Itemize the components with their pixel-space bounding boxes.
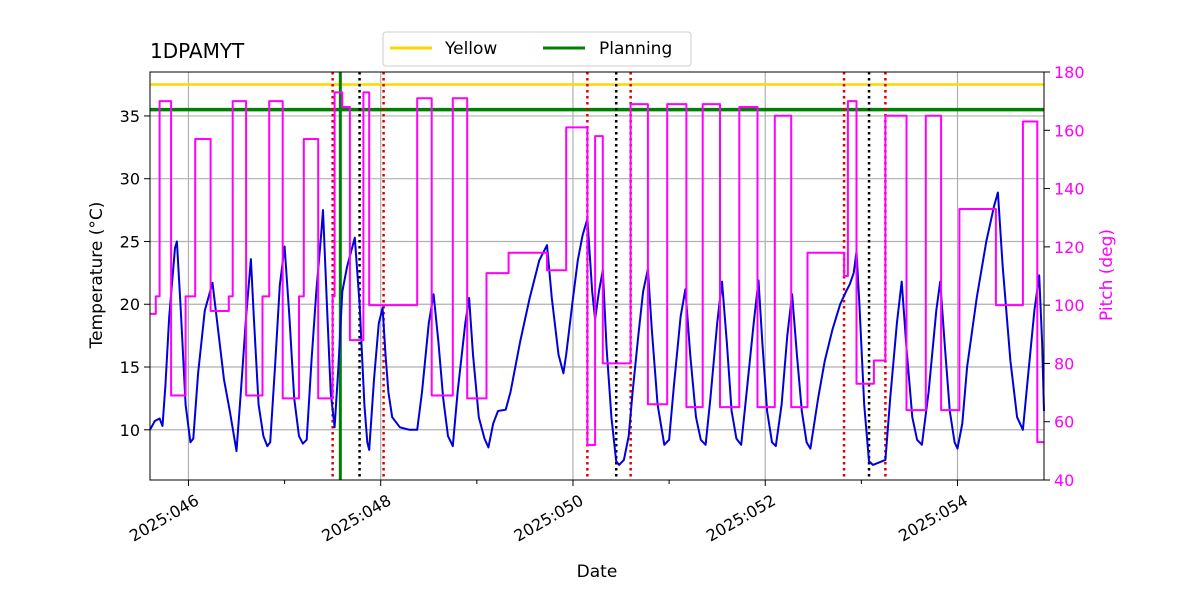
y-tick-label: 35 [120,107,140,126]
y2-tick-label: 60 [1054,413,1074,432]
y-tick-label: 30 [120,170,140,189]
x-axis-title: Date [577,562,618,582]
y2-tick-label: 140 [1054,180,1085,199]
legend-label-planning: Planning [599,39,672,59]
series-line-pitch [150,91,1044,446]
y-tick-label: 10 [120,421,140,440]
legend-label-yellow: Yellow [444,39,497,59]
series-lines [149,91,1045,466]
y-tick-label: 20 [120,295,140,314]
y2-tick-label: 120 [1054,238,1085,257]
chart-title: 1DPAMYT [150,39,245,63]
legend: Yellow Planning [382,31,692,67]
legend-box [382,31,692,67]
y2-tick-label: 160 [1054,121,1085,140]
y-axis-title: Temperature (°C) [87,202,107,350]
y2-tick-label: 100 [1054,296,1085,315]
y2-axis-title: Pitch (deg) [1097,229,1117,321]
y-tick-label: 25 [120,232,140,251]
limit-lines [150,72,1044,480]
y2-tick-label: 80 [1054,354,1074,373]
y2-tick-label: 40 [1054,471,1074,490]
y-tick-label: 15 [120,358,140,377]
y2-tick-label: 180 [1054,63,1085,82]
